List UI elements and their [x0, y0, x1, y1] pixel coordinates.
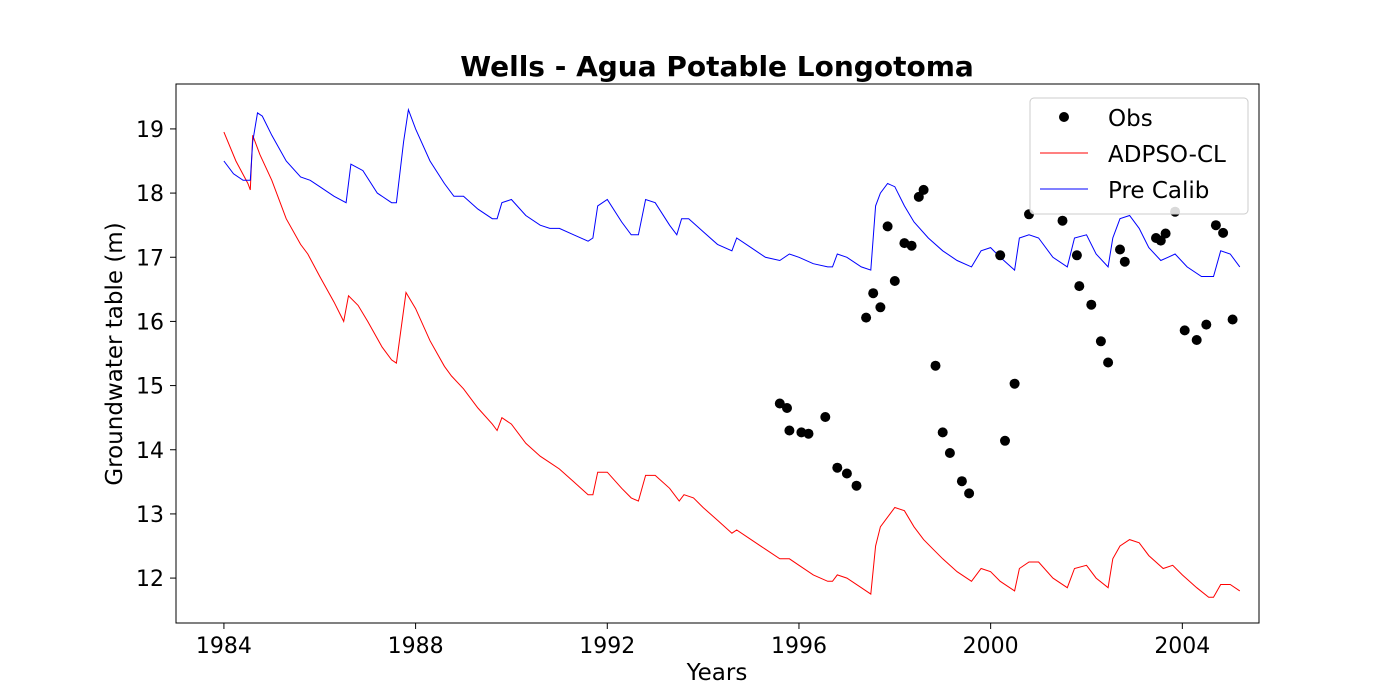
obs-point	[1179, 325, 1190, 336]
plot-area	[175, 83, 1260, 624]
series-line-adpso-cl	[223, 131, 1241, 598]
x-tick-label: 1996	[771, 634, 827, 659]
series-layer	[223, 107, 1241, 598]
obs-point	[784, 425, 795, 436]
obs-point	[774, 398, 785, 409]
obs-point	[1071, 250, 1082, 261]
x-tick-label: 1984	[196, 634, 252, 659]
y-tick-label: 18	[136, 182, 164, 207]
obs-point	[1160, 228, 1171, 239]
obs-point	[1057, 215, 1068, 226]
obs-point	[1227, 314, 1238, 325]
obs-point	[803, 428, 814, 439]
obs-point	[889, 276, 900, 286]
obs-point	[995, 250, 1006, 261]
y-tick-label: 14	[136, 439, 164, 464]
y-axis-label: Groundwater table (m)	[102, 222, 128, 485]
obs-point	[875, 302, 886, 313]
obs-point	[906, 240, 917, 251]
obs-point	[918, 184, 929, 195]
legend-marker-obs	[1059, 112, 1069, 122]
obs-point	[964, 488, 975, 499]
y-tick-label: 16	[136, 310, 164, 335]
obs-point	[1115, 244, 1125, 255]
obs-point	[913, 191, 924, 202]
x-axis: 1984 1988 1992 1996 2000 2004	[196, 623, 1210, 659]
obs-point	[1210, 220, 1221, 231]
x-tick-label: 2004	[1154, 634, 1210, 659]
obs-point	[1155, 235, 1166, 246]
obs-point	[1218, 227, 1229, 238]
obs-point	[1074, 281, 1085, 292]
obs-point	[1000, 435, 1010, 446]
legend-label-obs: Obs	[1108, 106, 1153, 132]
chart-title: Wells - Agua Potable Longotoma	[460, 50, 974, 83]
x-tick-label: 1992	[579, 634, 635, 659]
obs-point	[841, 468, 852, 479]
plot-frame	[175, 83, 1260, 624]
obs-point	[882, 221, 893, 232]
legend-label-pre-calib: Pre Calib	[1108, 178, 1209, 204]
legend-label-adpso-cl: ADPSO-CL	[1108, 142, 1226, 168]
obs-point	[868, 288, 879, 299]
obs-point	[861, 312, 872, 323]
obs-point	[820, 412, 831, 422]
obs-point	[944, 448, 955, 458]
y-tick-label: 13	[136, 503, 164, 528]
y-tick-label: 15	[136, 375, 164, 400]
obs-point	[851, 480, 862, 491]
obs-point	[930, 360, 941, 371]
obs-point	[1086, 299, 1097, 310]
y-tick-label: 19	[136, 118, 164, 143]
obs-point	[1201, 319, 1212, 330]
obs-point	[1191, 335, 1202, 345]
obs-point	[1009, 378, 1020, 389]
obs-point	[782, 403, 792, 413]
legend-box	[1029, 97, 1249, 215]
x-tick-label: 1988	[388, 634, 444, 659]
x-tick-label: 2000	[963, 634, 1019, 659]
obs-point	[1103, 357, 1114, 368]
y-tick-label: 12	[136, 567, 164, 592]
legend: Obs ADPSO-CL Pre Calib	[1029, 97, 1249, 215]
obs-point	[832, 462, 843, 473]
obs-point	[937, 427, 948, 438]
obs-point	[1095, 336, 1106, 347]
y-axis: 12 13 14 15 16 17 18 19	[136, 118, 176, 592]
obs-point	[956, 476, 967, 487]
obs-point	[1119, 256, 1130, 267]
y-tick-label: 17	[136, 246, 164, 271]
series-line-pre-calib	[223, 107, 1241, 277]
x-axis-label: Years	[686, 660, 748, 686]
